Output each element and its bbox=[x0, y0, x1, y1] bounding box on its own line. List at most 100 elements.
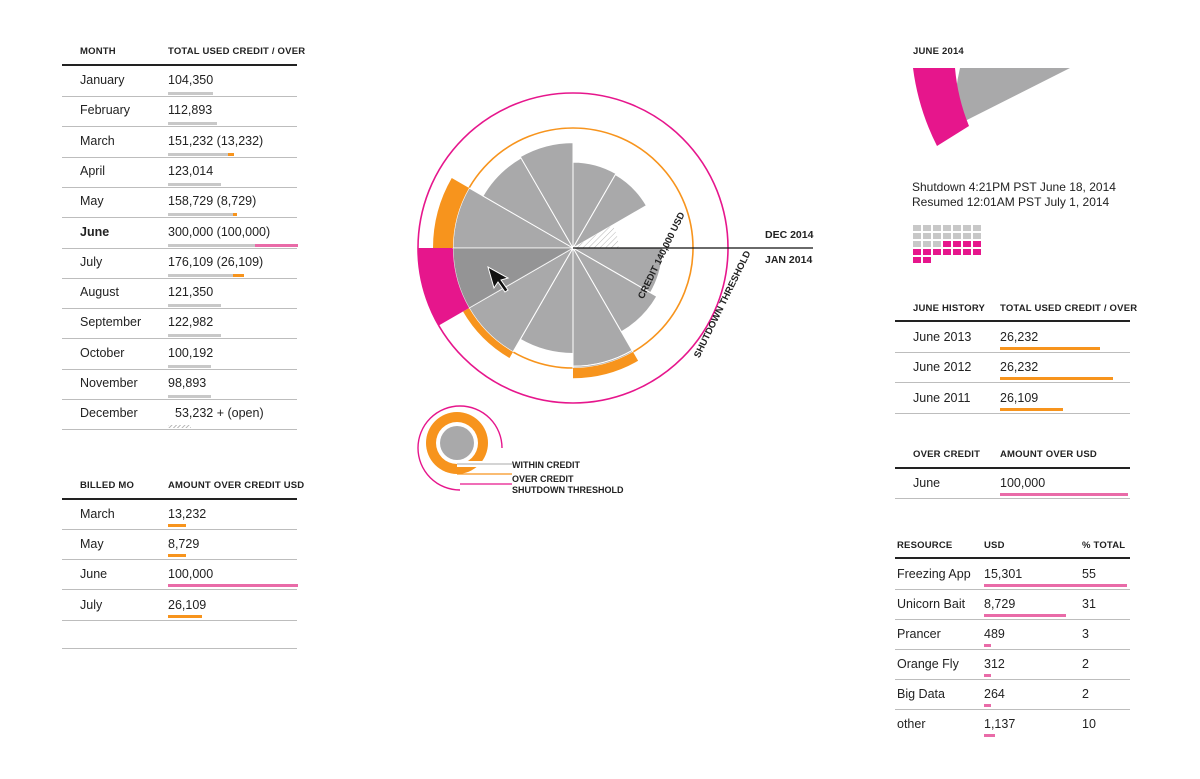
row-divider bbox=[895, 679, 1130, 680]
row-divider bbox=[895, 382, 1130, 384]
calendar-day bbox=[953, 233, 961, 239]
wedge-over-march bbox=[573, 351, 639, 379]
billed-row-month: July bbox=[80, 597, 103, 612]
billed-bar bbox=[168, 524, 186, 527]
resource-row-pct: 3 bbox=[1082, 627, 1089, 641]
resource-rule bbox=[895, 557, 1130, 559]
calendar-day bbox=[933, 233, 941, 239]
wedge-over-july bbox=[433, 178, 470, 248]
june-calendar-grid bbox=[913, 225, 993, 265]
resource-row-name: Freezing App bbox=[897, 567, 971, 581]
label-jan-2014: JAN 2014 bbox=[765, 254, 813, 266]
header-month: MONTH bbox=[80, 46, 116, 57]
table-row-value: 112,893 bbox=[168, 103, 213, 118]
history-bar bbox=[1000, 407, 1063, 411]
resource-bar bbox=[984, 734, 995, 737]
legend-shutdown-threshold: SHUTDOWN THRESHOLD bbox=[512, 485, 624, 495]
resource-bar bbox=[984, 704, 991, 707]
table-row-month: March bbox=[80, 133, 115, 148]
wedge-september bbox=[519, 142, 574, 250]
billed-row-value: 26,109 bbox=[168, 597, 207, 612]
billed-row-value: 8,729 bbox=[168, 537, 200, 552]
header-resource: RESOURCE bbox=[897, 540, 953, 551]
resource-row-usd: 264 bbox=[984, 687, 1005, 701]
table-row-month: May bbox=[80, 194, 104, 209]
resource-row-pct: 2 bbox=[1082, 687, 1089, 701]
shutdown-time: Shutdown 4:21PM PST June 18, 2014 bbox=[912, 180, 1116, 194]
row-divider bbox=[62, 96, 297, 97]
calendar-day bbox=[933, 225, 941, 231]
calendar-day bbox=[913, 241, 921, 247]
june-hover-overlay bbox=[453, 248, 573, 308]
calendar-day bbox=[953, 225, 961, 231]
over-bar bbox=[233, 213, 237, 217]
header-june-history: JUNE HISTORY bbox=[913, 303, 986, 314]
used-bar bbox=[168, 334, 221, 338]
resource-row-pct: 10 bbox=[1082, 717, 1096, 731]
row-divider bbox=[895, 352, 1130, 353]
resource-row-usd: 489 bbox=[984, 627, 1005, 641]
calendar-day bbox=[923, 241, 931, 247]
header-pct-total: % TOTAL bbox=[1082, 540, 1126, 551]
resource-row-name: other bbox=[897, 717, 926, 731]
over-bar bbox=[233, 273, 244, 277]
over-row-month: June bbox=[913, 476, 941, 490]
row-divider bbox=[895, 589, 1130, 590]
used-bar bbox=[168, 273, 233, 277]
calendar-day bbox=[963, 241, 971, 247]
table-row-month: July bbox=[80, 254, 103, 269]
billed-row-month: June bbox=[80, 567, 108, 582]
radial-credit-chart bbox=[417, 92, 813, 404]
table-row-value: 98,893 bbox=[168, 376, 207, 390]
table-row-value: 121,350 bbox=[168, 285, 214, 300]
calendar-day bbox=[973, 233, 981, 239]
table-row-value: 151,232 (13,232) bbox=[168, 133, 264, 148]
header-usd: USD bbox=[984, 540, 1005, 551]
row-divider bbox=[62, 529, 297, 530]
legend-over-credit: OVER CREDIT bbox=[512, 474, 574, 484]
wedge-over-may bbox=[463, 308, 513, 358]
resource-bar bbox=[984, 614, 1066, 617]
calendar-day bbox=[973, 249, 981, 255]
used-bar bbox=[168, 425, 191, 429]
row-divider bbox=[62, 126, 297, 128]
june-panel-title: JUNE 2014 bbox=[913, 46, 964, 57]
calendar-day bbox=[923, 233, 931, 239]
row-divider bbox=[62, 186, 297, 188]
calendar-day bbox=[913, 233, 921, 239]
over-bar bbox=[255, 243, 298, 247]
used-bar bbox=[168, 243, 255, 247]
wedge-october bbox=[572, 161, 617, 250]
row-divider bbox=[895, 619, 1130, 620]
calendar-day bbox=[973, 241, 981, 247]
table-row-month: January bbox=[80, 73, 125, 87]
table-row-month: February bbox=[80, 103, 131, 118]
resource-row-name: Prancer bbox=[897, 627, 941, 641]
used-bar bbox=[168, 364, 211, 368]
label-dec-2014: DEC 2014 bbox=[765, 229, 814, 241]
row-divider bbox=[62, 247, 297, 249]
billed-header-rule bbox=[62, 498, 297, 500]
calendar-day bbox=[963, 233, 971, 239]
resource-row-usd: 312 bbox=[984, 657, 1005, 671]
calendar-day bbox=[973, 225, 981, 231]
row-divider bbox=[62, 399, 297, 400]
calendar-day bbox=[933, 241, 941, 247]
billed-end-rule bbox=[62, 648, 297, 649]
table-row-month: November bbox=[80, 376, 138, 390]
row-divider bbox=[62, 559, 297, 561]
row-divider bbox=[62, 619, 297, 621]
calendar-day bbox=[913, 249, 921, 255]
used-bar bbox=[168, 122, 217, 126]
resumed-time: Resumed 12:01AM PST July 1, 2014 bbox=[912, 195, 1110, 209]
row-divider bbox=[895, 412, 1130, 414]
history-row-year: June 2012 bbox=[913, 360, 972, 375]
header-amount-over-usd: AMOUNT OVER USD bbox=[1000, 449, 1097, 460]
calendar-day bbox=[943, 233, 951, 239]
history-bar bbox=[1000, 377, 1113, 381]
used-bar bbox=[168, 182, 221, 186]
resource-row-name: Unicorn Bait bbox=[897, 597, 966, 611]
used-bar bbox=[168, 152, 228, 156]
resource-row-pct: 55 bbox=[1082, 567, 1096, 581]
row-divider bbox=[62, 217, 297, 219]
